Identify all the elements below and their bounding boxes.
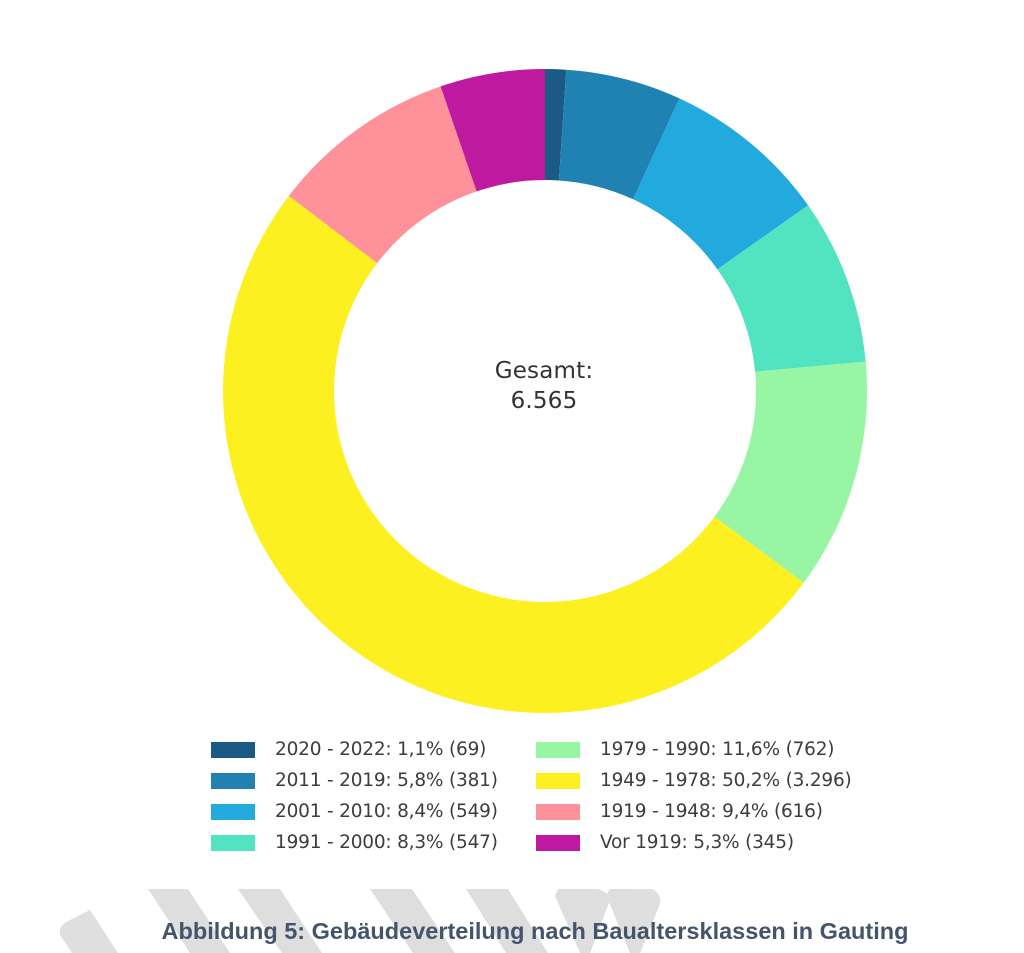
donut-slice <box>223 195 804 713</box>
legend-label: 1949 - 1978: 50,2% (3.296) <box>600 770 852 791</box>
legend-item: 1991 - 2000: 8,3% (547) <box>211 829 536 856</box>
donut-slice <box>440 69 545 192</box>
legend-item: 2001 - 2010: 8,4% (549) <box>211 798 536 825</box>
legend-item: 2020 - 2022: 1,1% (69) <box>211 736 536 763</box>
legend-swatch <box>536 803 580 820</box>
legend-item: 2011 - 2019: 5,8% (381) <box>211 767 536 794</box>
legend-swatch <box>536 834 580 851</box>
legend-item: Vor 1919: 5,3% (345) <box>536 829 886 856</box>
legend-swatch <box>211 803 255 820</box>
chart-legend: 2020 - 2022: 1,1% (69) 1979 - 1990: 11,6… <box>211 736 886 856</box>
total-value: 6.565 <box>510 388 578 414</box>
legend-item: 1919 - 1948: 9,4% (616) <box>536 798 886 825</box>
legend-swatch <box>211 741 255 758</box>
legend-swatch <box>536 772 580 789</box>
donut-slice <box>714 361 867 583</box>
legend-label: 2020 - 2022: 1,1% (69) <box>275 739 487 760</box>
donut-slice <box>558 69 680 200</box>
donut-slice <box>288 86 477 264</box>
total-label: Gesamt: <box>494 358 594 384</box>
legend-swatch <box>211 834 255 851</box>
legend-swatch <box>211 772 255 789</box>
donut-slice <box>717 205 866 372</box>
legend-label: 1991 - 2000: 8,3% (547) <box>275 832 498 853</box>
legend-item: 1979 - 1990: 11,6% (762) <box>536 736 886 763</box>
legend-label: 1919 - 1948: 9,4% (616) <box>600 801 823 822</box>
legend-label: 2001 - 2010: 8,4% (549) <box>275 801 498 822</box>
donut-slices <box>223 69 867 713</box>
legend-label: 2011 - 2019: 5,8% (381) <box>275 770 498 791</box>
donut-slice <box>633 98 809 270</box>
legend-swatch <box>536 741 580 758</box>
legend-label: 1979 - 1990: 11,6% (762) <box>600 739 835 760</box>
figure-caption: Abbildung 5: Gebäudeverteilung nach Baua… <box>161 918 909 944</box>
donut-slice <box>545 69 567 181</box>
legend-label: Vor 1919: 5,3% (345) <box>600 832 794 853</box>
donut-center-label: Gesamt: 6.565 <box>444 356 644 416</box>
legend-item: 1949 - 1978: 50,2% (3.296) <box>536 767 886 794</box>
